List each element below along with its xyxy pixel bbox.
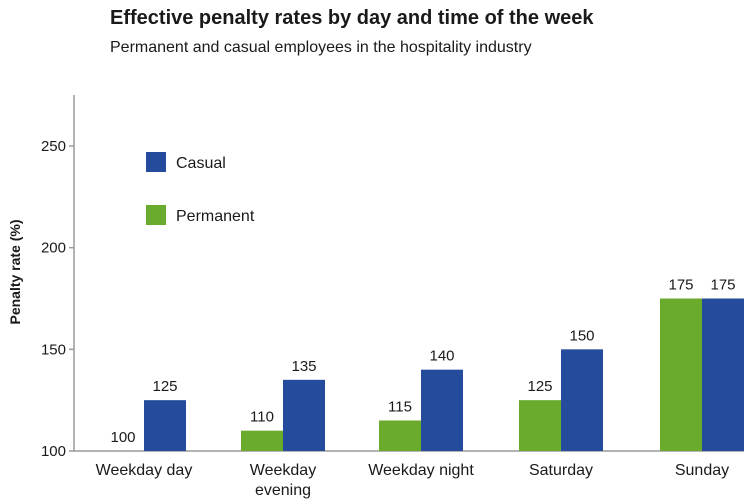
bar-casual (421, 369, 463, 451)
bar-permanent (660, 298, 702, 451)
legend-swatch-permanent (146, 205, 166, 225)
x-category-label: Saturday (529, 462, 593, 479)
legend-label-casual: Casual (176, 155, 226, 172)
chart-subtitle: Permanent and casual employees in the ho… (110, 39, 532, 56)
data-label-casual: 125 (152, 378, 177, 395)
legend-swatch-casual (146, 152, 166, 172)
bar-permanent (379, 420, 421, 451)
bar-casual (561, 349, 603, 451)
x-category-label: evening (255, 482, 311, 499)
plot-area: 100 150 200 250 100 125 Weekday day 110 135 Weekd… (41, 95, 744, 499)
bar-permanent (519, 400, 561, 451)
data-label-casual: 150 (569, 327, 594, 344)
x-category-label: Weekday night (368, 462, 474, 479)
legend-label-permanent: Permanent (176, 208, 255, 225)
y-tick-label: 150 (41, 341, 66, 358)
y-tick-label: 200 (41, 240, 66, 257)
bar-casual (283, 379, 325, 451)
data-label-permanent: 125 (527, 378, 552, 395)
bar-casual (144, 400, 186, 451)
data-label-casual: 175 (710, 277, 735, 294)
y-tick-label: 100 (41, 443, 66, 460)
data-label-permanent: 110 (250, 409, 274, 426)
data-label-permanent: 115 (388, 399, 412, 416)
data-label-permanent: 175 (668, 277, 693, 294)
bar-permanent (241, 430, 283, 451)
data-label-casual: 135 (291, 358, 316, 375)
bar-casual (702, 298, 744, 451)
y-axis-label: Penalty rate (%) (7, 219, 23, 324)
x-category-label: Sunday (675, 462, 729, 479)
x-category-label: Weekday (250, 462, 316, 479)
y-tick-label: 250 (41, 138, 66, 155)
data-label-casual: 140 (429, 348, 454, 365)
x-category-label: Weekday day (96, 462, 193, 479)
data-label-permanent: 100 (110, 429, 135, 446)
chart-title: Effective penalty rates by day and time … (110, 7, 594, 29)
